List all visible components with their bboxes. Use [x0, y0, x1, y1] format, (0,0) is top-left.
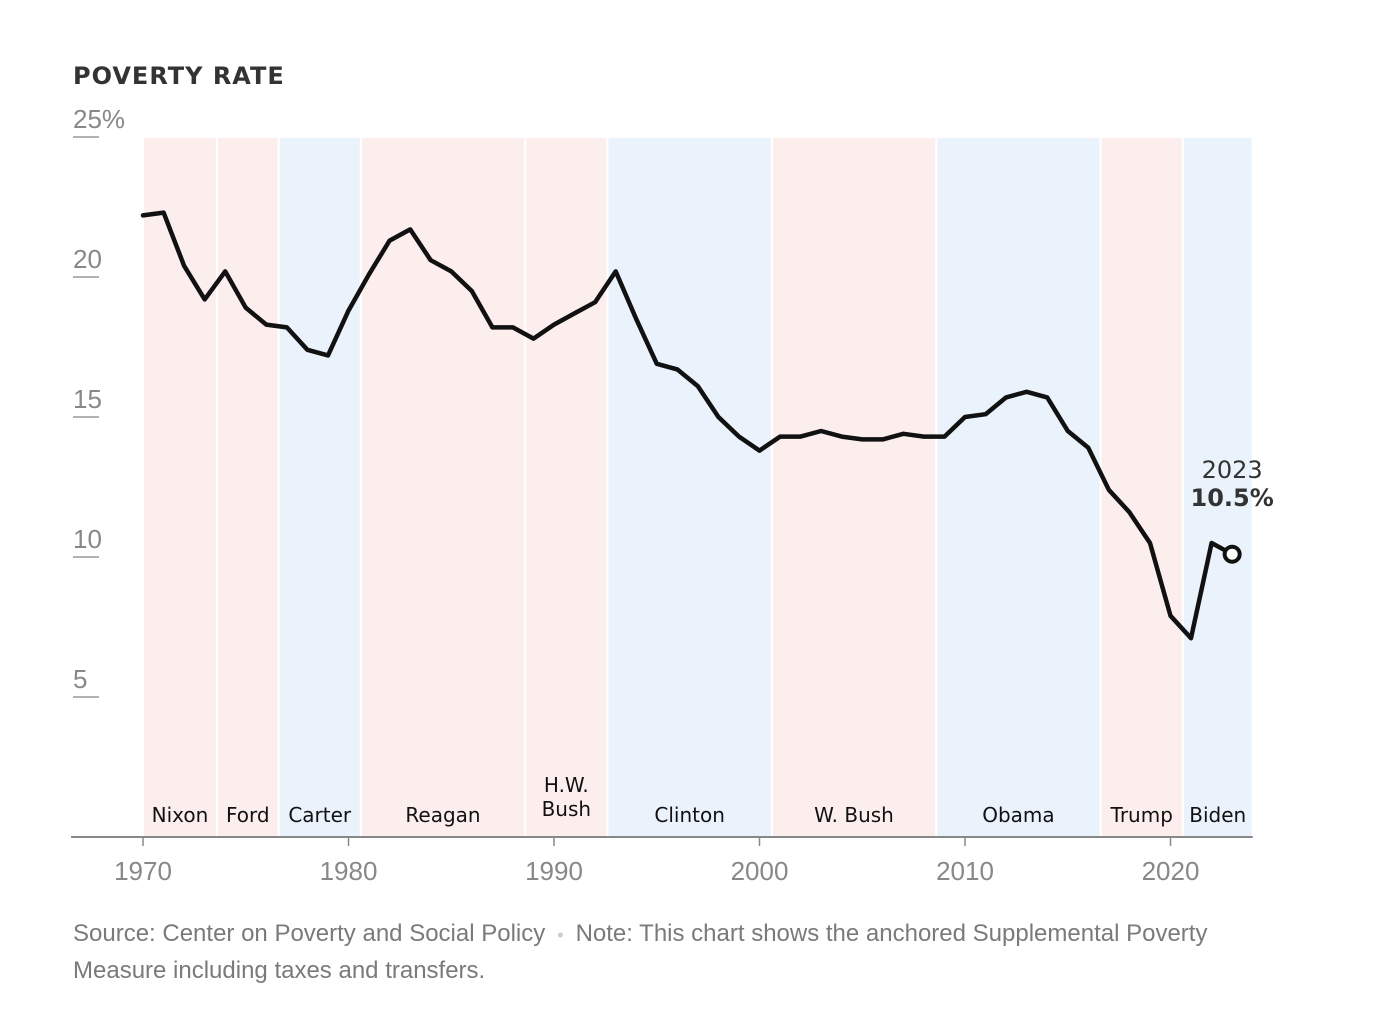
term-band-biden [1183, 138, 1252, 837]
term-band-ford [217, 138, 278, 837]
president-label-clinton: Clinton [654, 803, 725, 827]
x-axis: 1970 1980 1990 2000 2010 2020 [71, 836, 1253, 886]
x-tick-label: 1970 [114, 856, 172, 886]
term-band-obama [937, 138, 1100, 837]
president-label-biden: Biden [1189, 803, 1246, 827]
term-band-reagan [361, 138, 525, 837]
term-band-clinton [608, 138, 771, 837]
president-label-h-w-bush: H.W. Bush [542, 773, 592, 821]
y-tick-label: 5 [73, 664, 87, 694]
x-tick-label: 2020 [1142, 856, 1200, 886]
president-label-nixon: Nixon [152, 803, 209, 827]
methodology-note: Note: This chart shows the anchored Supp… [73, 920, 1208, 984]
term-band-trump [1101, 138, 1182, 837]
president-label-ford: Ford [226, 803, 270, 827]
chart-title: POVERTY RATE [73, 62, 285, 90]
term-band-h-w-bush [526, 138, 607, 837]
president-label-reagan: Reagan [405, 803, 480, 827]
y-axis: 25% 20 15 10 5 [73, 104, 125, 698]
term-band-w-bush [772, 138, 936, 837]
x-tick-label: 1990 [525, 856, 583, 886]
president-labels: Nixon Ford Carter Reagan H.W. Bush Clinton W. B… [152, 773, 1247, 827]
y-tick-label: 20 [73, 244, 102, 274]
x-tick-label: 2000 [731, 856, 789, 886]
x-tick-label: 2010 [936, 856, 994, 886]
y-tick-label: 25% [73, 104, 125, 134]
president-label-obama: Obama [982, 803, 1054, 827]
presidential-term-bands [144, 138, 1252, 837]
latest-value-marker [1222, 544, 1242, 564]
x-tick-label: 1980 [320, 856, 378, 886]
footer-separator: • [557, 925, 564, 945]
term-band-nixon [144, 138, 216, 837]
president-label-w-bush: W. Bush [814, 803, 894, 827]
president-label-trump: Trump [1110, 803, 1173, 827]
president-label-carter: Carter [288, 803, 352, 827]
y-tick-label: 15 [73, 384, 102, 414]
y-tick-label: 10 [73, 524, 102, 554]
annotation-value: 10.5% [1191, 484, 1274, 512]
chart-footnote: Source: Center on Poverty and Social Pol… [73, 916, 1273, 989]
annotation-year: 2023 [1202, 456, 1263, 484]
poverty-rate-series [140, 210, 1235, 641]
term-band-carter [279, 138, 360, 837]
source-note: Source: Center on Poverty and Social Pol… [73, 920, 546, 947]
poverty-rate-line [140, 210, 1235, 641]
